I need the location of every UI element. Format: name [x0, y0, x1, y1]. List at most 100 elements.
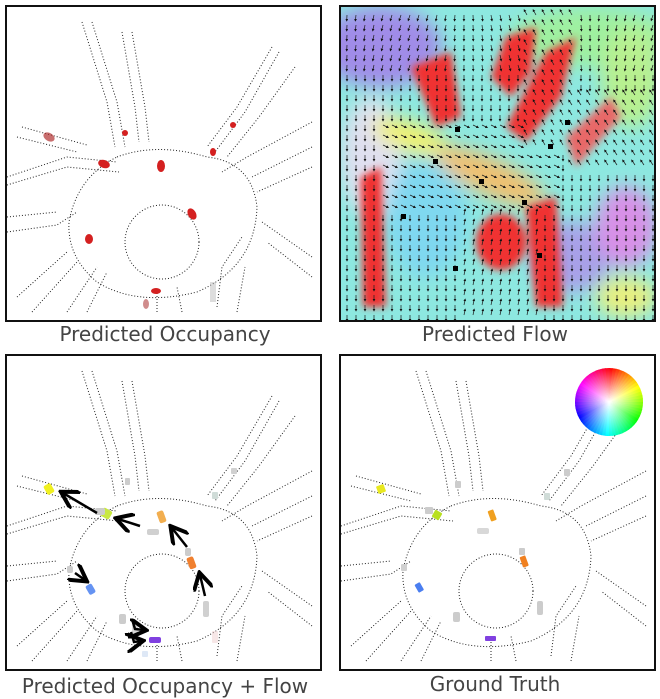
- predicted-flow-panel: [339, 5, 656, 322]
- road-lane: [21, 475, 88, 495]
- flow-vector: [526, 308, 530, 316]
- caption-predicted-occupancy-flow: Predicted Occupancy + Flow: [21, 674, 309, 698]
- flow-vector: [532, 109, 537, 116]
- flow-vector: [550, 79, 555, 86]
- flow-vector: [586, 119, 591, 126]
- flow-vector: [436, 134, 444, 138]
- flow-vector: [613, 159, 618, 166]
- flow-vector: [445, 164, 453, 168]
- flow-vector: [526, 238, 530, 246]
- flow-vector: [380, 24, 384, 32]
- road-lane: [415, 370, 450, 497]
- flow-vector: [517, 228, 521, 236]
- road-lane: [236, 266, 246, 313]
- flow-vector: [595, 139, 600, 146]
- flow-vector: [526, 208, 530, 216]
- flow-vector: [481, 238, 485, 246]
- flow-vector: [579, 44, 583, 52]
- flow-vector: [445, 124, 453, 128]
- flow-vector: [490, 194, 498, 198]
- flow-vector: [541, 99, 546, 106]
- flow-vector: [380, 54, 384, 62]
- flow-vector: [499, 308, 503, 316]
- flow-vector: [499, 54, 503, 62]
- flow-vector: [382, 204, 390, 208]
- flow-vector: [632, 34, 636, 42]
- flow-vector: [532, 59, 537, 66]
- ground-truth-agents: [376, 469, 570, 641]
- flow-vector: [508, 14, 512, 22]
- flow-vector: [463, 144, 471, 148]
- flow-vector: [550, 49, 555, 56]
- occupancy-map: [7, 21, 313, 313]
- road-lane: [86, 620, 108, 662]
- flow-vector: [490, 218, 494, 226]
- flow-vector: [577, 149, 582, 156]
- flow-vector: [472, 144, 480, 148]
- flow-vector: [568, 69, 573, 76]
- flow-vector: [579, 54, 583, 62]
- flow-vector: [472, 124, 480, 128]
- flow-vector: [541, 139, 546, 146]
- flow-vector: [416, 44, 420, 52]
- flow-vector: [517, 238, 521, 246]
- flow-vector: [604, 159, 609, 166]
- flow-vector: [490, 14, 494, 22]
- road-lane: [341, 560, 412, 582]
- occupancy-blob: [85, 234, 93, 244]
- flow-vector: [559, 39, 564, 46]
- flow-vector: [604, 149, 609, 156]
- flow-vector: [490, 208, 494, 216]
- road-lane: [121, 380, 140, 492]
- flow-vector: [463, 278, 467, 286]
- road-lane: [550, 585, 577, 657]
- flow-vector: [517, 184, 525, 188]
- flow-vector: [481, 218, 485, 226]
- flow-vector: [631, 129, 636, 136]
- flow-vector: [445, 184, 453, 188]
- flow-vector: [380, 14, 384, 22]
- flow-vector: [427, 204, 435, 208]
- flow-vector: [613, 119, 618, 126]
- flow-vector: [472, 238, 476, 246]
- flow-vector: [559, 89, 564, 96]
- road-lane: [7, 515, 120, 535]
- occupancy-blob: [98, 159, 110, 169]
- occupancy-blob: [230, 122, 236, 128]
- flow-vector: [595, 149, 600, 156]
- flow-vector: [622, 119, 627, 126]
- flow-vector: [391, 144, 399, 148]
- flow-vector: [481, 288, 485, 296]
- road-lane: [540, 395, 607, 497]
- flow-vector: [523, 49, 528, 56]
- flow-vector: [391, 164, 399, 168]
- flow-vector: [389, 44, 393, 52]
- road-network: [341, 370, 647, 662]
- road-lane: [68, 149, 258, 299]
- flow-vector: [532, 39, 537, 46]
- flow-vector: [526, 184, 534, 188]
- flow-vector: [544, 194, 552, 198]
- flow-vector: [371, 54, 375, 62]
- flow-vector: [586, 109, 591, 116]
- flow-vector: [568, 79, 573, 86]
- colored-agents: [43, 468, 237, 657]
- flow-vector: [641, 24, 645, 32]
- flow-vector: [568, 159, 573, 166]
- flow-vector: [407, 64, 411, 72]
- flow-vector: [535, 278, 539, 286]
- flow-vector: [622, 159, 627, 166]
- flow-vector: [481, 308, 485, 316]
- flow-vector: [550, 19, 555, 26]
- flow-vector: [559, 29, 564, 36]
- flow-vector: [472, 288, 476, 296]
- flow-vector: [631, 109, 636, 116]
- road-lane: [221, 121, 313, 173]
- flow-vector: [517, 44, 521, 52]
- flow-vector: [499, 218, 503, 226]
- road-lane: [595, 570, 647, 607]
- flow-vector: [559, 99, 564, 106]
- flow-vector: [541, 89, 546, 96]
- flow-vector: [481, 228, 485, 236]
- flow-vector: [472, 204, 480, 208]
